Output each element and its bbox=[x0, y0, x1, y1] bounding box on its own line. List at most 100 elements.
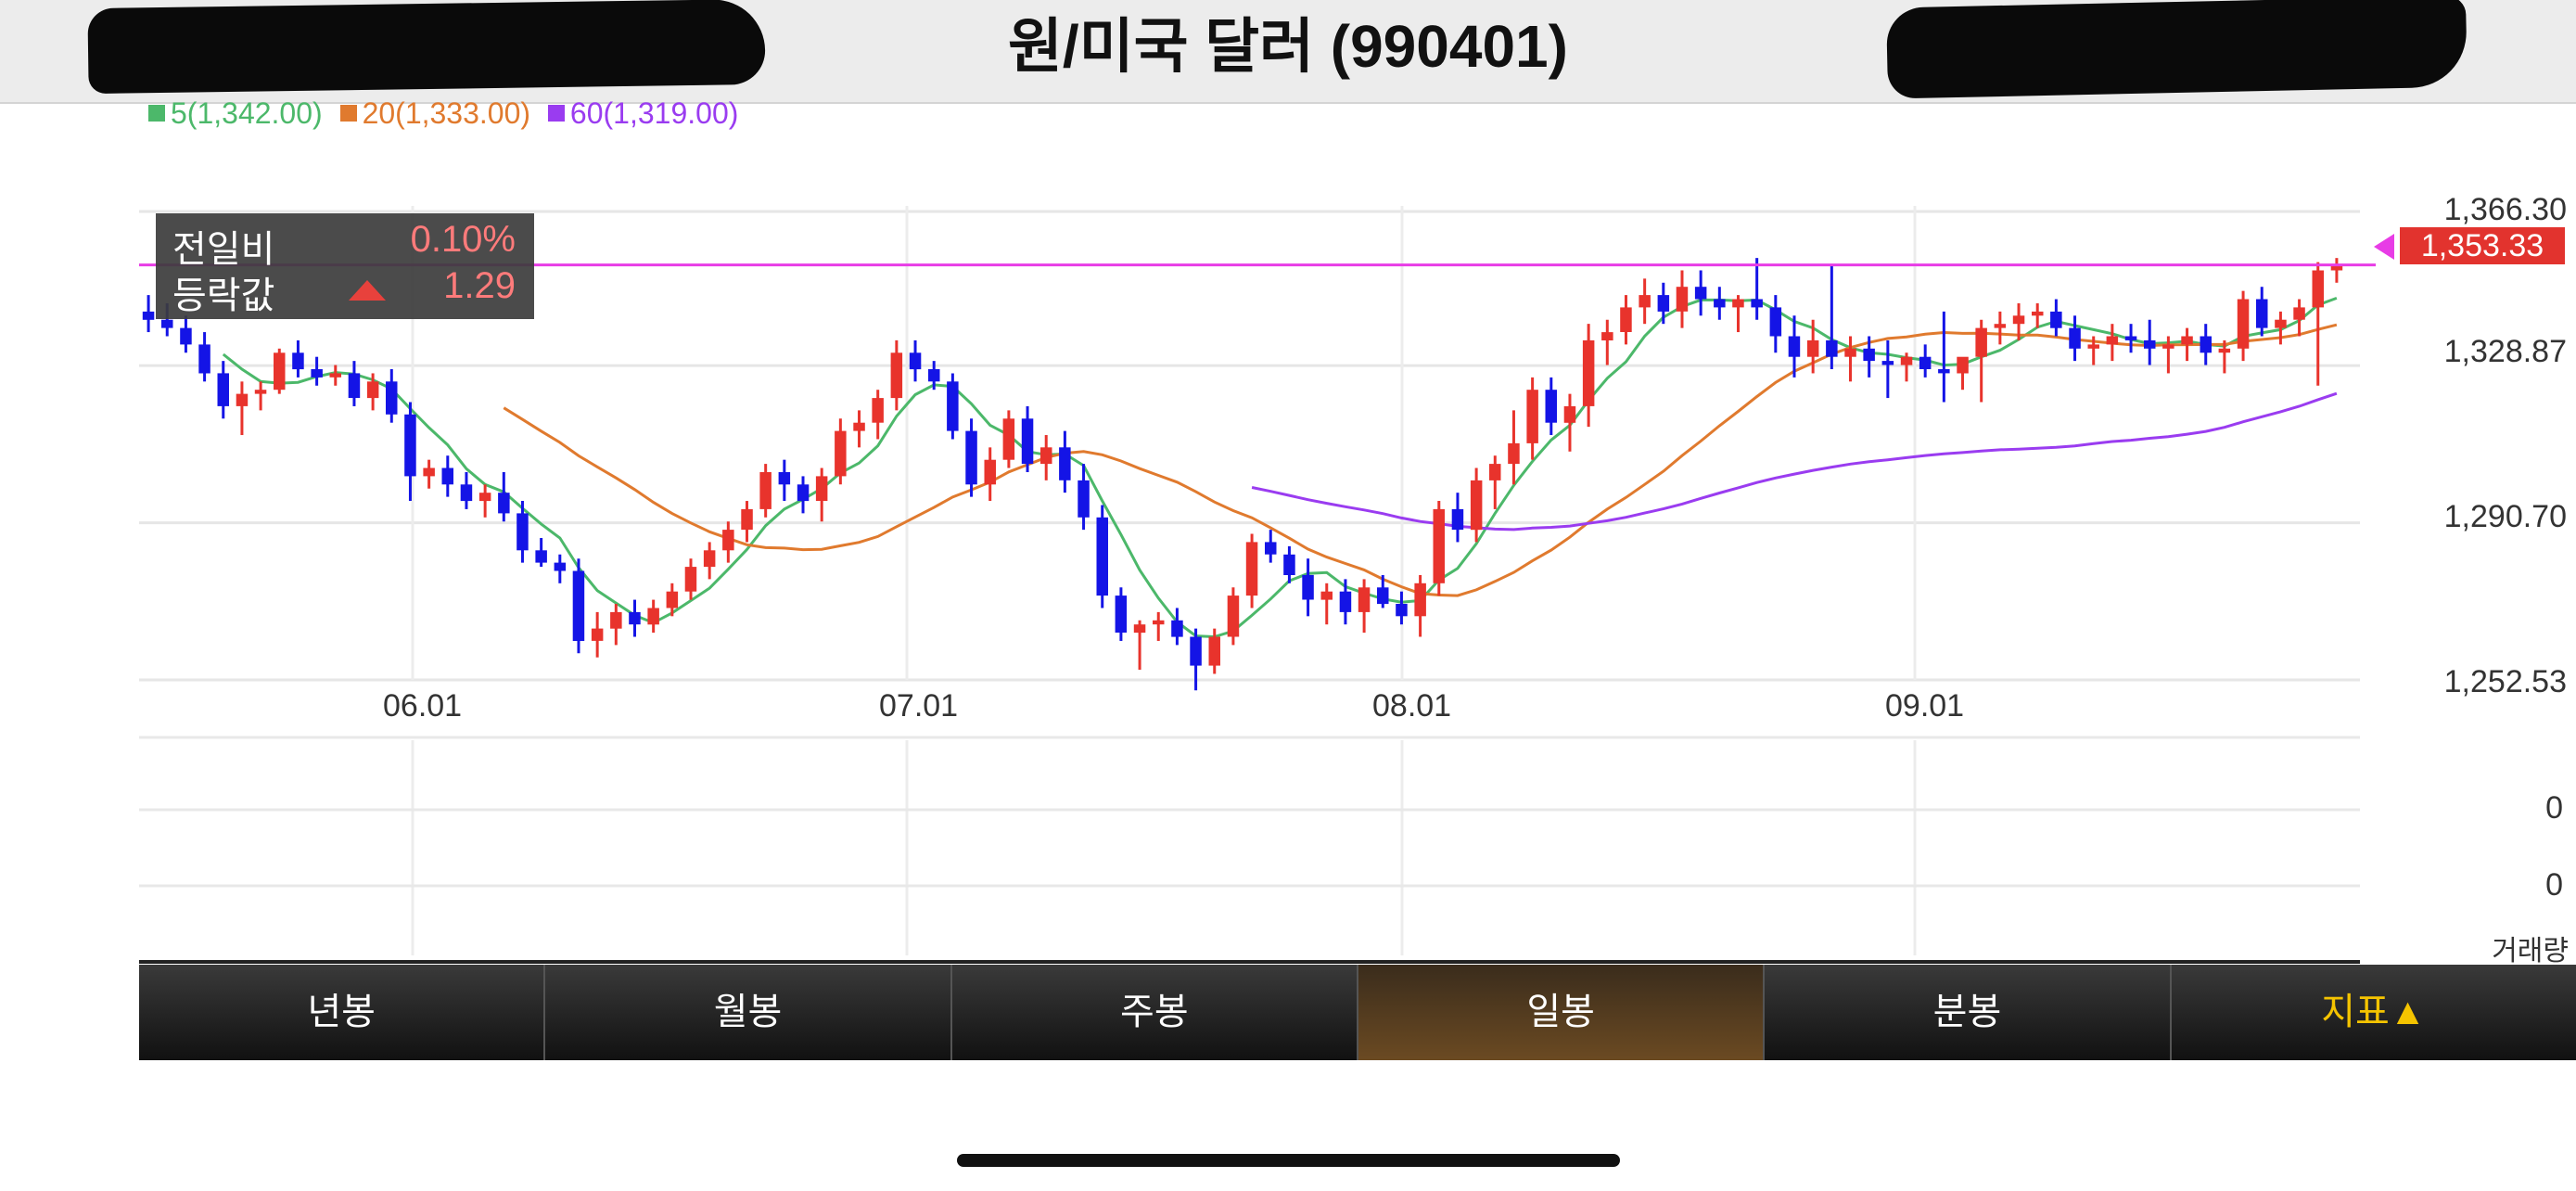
volume-axis-title: 거래량 bbox=[2492, 936, 2569, 967]
candle bbox=[1826, 266, 1838, 370]
volume-tick-label: 0 bbox=[2545, 867, 2563, 903]
home-indicator[interactable] bbox=[957, 1154, 1620, 1167]
candle-body bbox=[1881, 361, 1894, 365]
candle-body bbox=[2237, 299, 2250, 349]
header-bar: 원/미국 달러 (990401) bbox=[0, 0, 2576, 104]
candle-body bbox=[1470, 480, 1483, 531]
triangle-up-icon bbox=[349, 280, 386, 301]
candle-body bbox=[516, 513, 529, 551]
candle bbox=[1769, 295, 1782, 353]
candle-body bbox=[217, 373, 229, 406]
candle bbox=[2012, 302, 2025, 340]
candle bbox=[2144, 319, 2156, 365]
candle-body bbox=[815, 476, 828, 501]
candle-body bbox=[1245, 542, 1258, 596]
candle-body bbox=[2256, 299, 2268, 328]
candle bbox=[1676, 270, 1689, 328]
tab-minute[interactable]: 분봉 bbox=[1765, 965, 2172, 1060]
date-tick-label: 06.01 bbox=[383, 688, 463, 724]
candle bbox=[1582, 324, 1595, 428]
candle-body bbox=[928, 369, 940, 382]
candle bbox=[254, 381, 267, 411]
candle bbox=[1545, 377, 1557, 436]
candle-body bbox=[142, 311, 155, 320]
candle bbox=[292, 339, 304, 378]
tab-weekly[interactable]: 주봉 bbox=[952, 965, 1358, 1060]
candle bbox=[1451, 493, 1464, 543]
candle-body bbox=[984, 459, 996, 485]
candle-body bbox=[1377, 587, 1389, 605]
candle bbox=[909, 339, 922, 382]
change-info-box: 전일비 0.10% 등락값 1.29 bbox=[156, 213, 534, 319]
change-amount-value: 1.29 bbox=[443, 265, 516, 306]
candle-body bbox=[1863, 348, 1875, 362]
candle bbox=[1601, 319, 1613, 365]
candle bbox=[423, 459, 435, 489]
candle-body bbox=[1732, 299, 1744, 308]
candle bbox=[1433, 501, 1445, 596]
change-amount-label: 등락값 bbox=[172, 275, 275, 316]
price-chart[interactable] bbox=[0, 0, 2576, 965]
date-tick-label: 08.01 bbox=[1372, 688, 1452, 724]
candle-body bbox=[1676, 287, 1689, 312]
candle bbox=[535, 537, 547, 568]
candle-body bbox=[1451, 508, 1464, 531]
tab-indicator[interactable]: 지표▲ bbox=[2321, 992, 2427, 1032]
candle bbox=[1508, 410, 1520, 485]
candle bbox=[460, 471, 473, 509]
candle bbox=[1096, 505, 1108, 608]
candle bbox=[1900, 352, 1913, 382]
candle-body bbox=[610, 611, 622, 629]
candle-body bbox=[2312, 270, 2324, 308]
candle-body bbox=[180, 327, 192, 345]
candle-body bbox=[1582, 339, 1595, 406]
legend-swatch-ma5 bbox=[148, 105, 165, 122]
candle bbox=[2200, 324, 2212, 365]
candle bbox=[1190, 628, 1202, 691]
candle-body bbox=[2144, 339, 2156, 349]
candle-body bbox=[386, 381, 398, 415]
candle bbox=[198, 332, 210, 382]
candle bbox=[1302, 558, 1314, 617]
candle-body bbox=[572, 570, 585, 641]
candle bbox=[984, 447, 996, 502]
moving-average-layer bbox=[222, 296, 2338, 639]
candle-body bbox=[1208, 636, 1220, 666]
candle-body bbox=[1639, 295, 1651, 308]
tab-daily[interactable]: 일봉 bbox=[1358, 965, 1766, 1060]
candle bbox=[2124, 324, 2137, 353]
candle bbox=[1806, 319, 1819, 374]
candle bbox=[2237, 290, 2250, 362]
candle-body bbox=[554, 562, 567, 571]
ma60-line bbox=[1251, 391, 2338, 531]
candle-body bbox=[1153, 620, 1165, 625]
change-rate-value: 0.10% bbox=[410, 219, 516, 260]
candle bbox=[1040, 435, 1052, 480]
candle bbox=[1714, 287, 1726, 320]
ma5-line bbox=[222, 296, 2338, 639]
candle bbox=[1881, 339, 1894, 399]
candle bbox=[386, 369, 398, 423]
change-rate-row: 전일비 0.10% bbox=[172, 219, 516, 270]
candle-body bbox=[348, 373, 361, 398]
candle-body bbox=[1396, 604, 1408, 617]
volume-tick-label: 0 bbox=[2545, 790, 2563, 826]
candle-body bbox=[1957, 356, 1969, 374]
candle-body bbox=[853, 422, 865, 431]
candle-body bbox=[535, 550, 547, 563]
candle-body bbox=[1826, 339, 1838, 357]
current-price-badge: 1,353.33 bbox=[2400, 227, 2565, 264]
candle-body bbox=[647, 608, 659, 625]
candle-body bbox=[1096, 517, 1108, 596]
candle bbox=[274, 348, 286, 394]
candle bbox=[2275, 311, 2287, 345]
candle-body bbox=[1190, 636, 1202, 666]
tab-monthly[interactable]: 월봉 bbox=[545, 965, 952, 1060]
tab-yearly[interactable]: 년봉 bbox=[139, 965, 546, 1060]
candle bbox=[1283, 545, 1295, 583]
candle-body bbox=[778, 472, 791, 485]
candle bbox=[180, 315, 192, 353]
candle-body bbox=[441, 467, 453, 485]
candle bbox=[1620, 295, 1632, 345]
candle bbox=[1339, 579, 1352, 625]
